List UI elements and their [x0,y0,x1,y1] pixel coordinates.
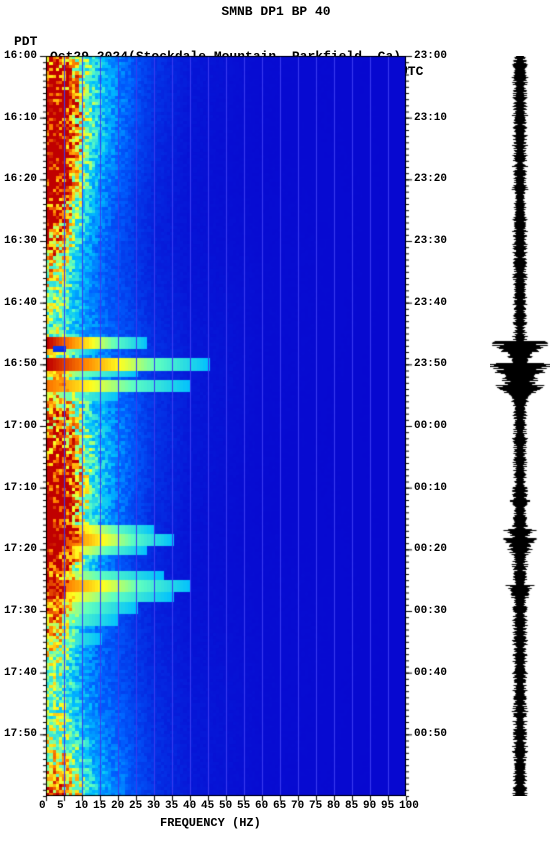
axis-ticks-overlay [0,0,552,864]
figure-container: SMNB DP1 BP 40 PDT Oct29,2024(Stockdale … [0,0,552,864]
